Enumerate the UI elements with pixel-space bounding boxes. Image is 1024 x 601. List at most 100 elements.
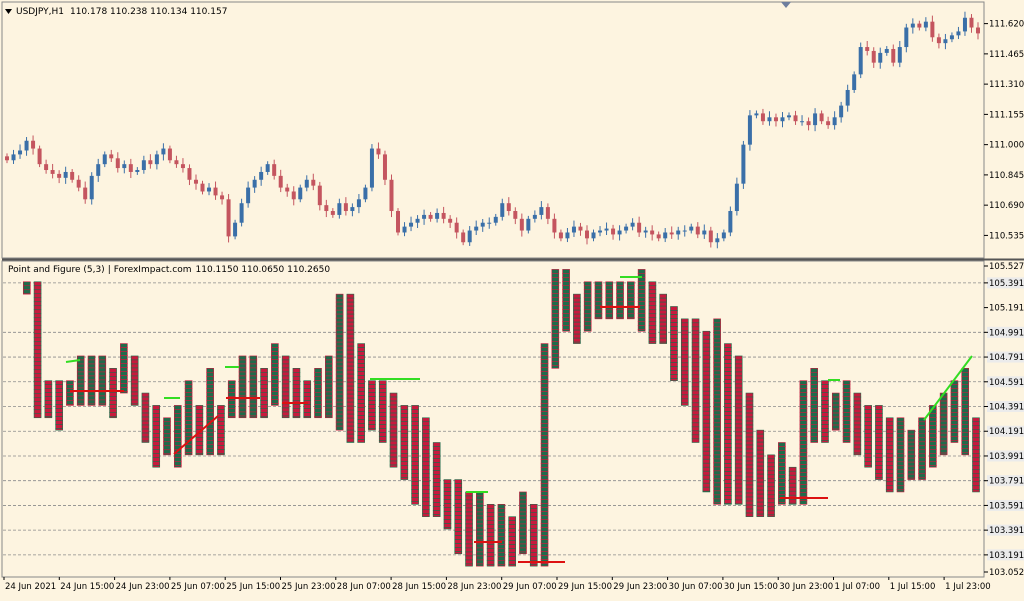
pf-x-box <box>940 441 947 445</box>
pf-o-box <box>875 441 882 445</box>
pf-column <box>487 504 494 566</box>
pf-o-box <box>724 376 731 380</box>
pf-x-box <box>325 388 332 392</box>
pf-o-box <box>886 470 893 474</box>
pf-o-box <box>681 347 688 351</box>
pf-o-box <box>973 430 980 434</box>
candle <box>611 229 615 235</box>
pf-o-box <box>261 388 268 392</box>
pf-x-box <box>552 281 559 285</box>
pf-x-box <box>832 405 839 409</box>
pf-x-box <box>552 333 559 337</box>
pf-x-box <box>595 318 602 319</box>
pf-x-box <box>800 389 807 393</box>
pf-o-box <box>153 417 160 421</box>
pf-x-box <box>336 394 343 398</box>
candle <box>683 231 687 232</box>
pf-o-box <box>670 314 677 318</box>
pf-x-box <box>843 429 850 433</box>
pf-x-box <box>940 421 947 425</box>
pf-o-box <box>379 397 386 401</box>
candle <box>663 232 667 238</box>
pf-o-box <box>821 421 828 425</box>
pf-o-box <box>261 404 268 408</box>
pf-x-box <box>77 400 84 404</box>
pf-x-box <box>66 405 73 406</box>
pf-o-box <box>724 404 731 408</box>
pf-o-box <box>390 449 397 453</box>
pf-o-box <box>261 416 268 417</box>
pf-o-box <box>875 433 882 437</box>
pf-x-box <box>627 310 634 314</box>
pf-column <box>821 381 828 443</box>
pf-x-box <box>239 356 246 360</box>
pf-o-box <box>757 438 764 442</box>
pf-column <box>131 356 138 405</box>
pf-x-box <box>584 310 591 314</box>
pf-o-box <box>573 326 580 330</box>
pf-x-box <box>843 393 850 397</box>
pf-o-box <box>692 367 699 371</box>
pf-x-box <box>185 389 192 393</box>
pf-x-box <box>778 474 785 478</box>
pf-o-box <box>34 386 41 390</box>
pf-x-box <box>207 388 214 392</box>
pf-o-box <box>379 381 386 385</box>
time-label: 29 Jun 07:00 <box>503 582 557 592</box>
price-label: 105.3910 <box>989 279 1024 289</box>
pf-x-box <box>88 392 95 396</box>
pf-o-box <box>973 446 980 450</box>
pf-x-box <box>811 436 818 440</box>
pf-o-box <box>670 374 677 378</box>
pf-column <box>304 381 311 418</box>
pf-o-box <box>735 436 742 440</box>
pf-o-box <box>401 441 408 445</box>
pf-x-box <box>843 409 850 413</box>
candle <box>487 223 491 224</box>
pf-x-box <box>929 441 936 445</box>
symbol-dropdown-icon[interactable] <box>5 9 12 14</box>
pf-x-box <box>271 388 278 392</box>
pf-x-box <box>627 298 634 302</box>
pf-o-box <box>401 461 408 465</box>
pf-x-box <box>929 461 936 465</box>
pf-o-box <box>433 450 440 454</box>
time-label: 30 Jun 15:00 <box>724 582 778 592</box>
pf-o-box <box>379 429 386 433</box>
pf-o-box <box>347 322 354 326</box>
candle <box>448 219 452 223</box>
pf-o-box <box>681 403 688 406</box>
pf-x-box <box>962 408 969 412</box>
pf-o-box <box>724 420 731 424</box>
pf-o-box <box>304 417 311 418</box>
chart-shift-marker-icon[interactable] <box>781 2 791 8</box>
pf-x-box <box>714 399 721 403</box>
candle <box>598 231 602 233</box>
pf-x-box <box>541 456 548 460</box>
pf-o-box <box>390 393 397 397</box>
candle <box>266 164 270 172</box>
candle <box>18 150 22 154</box>
pf-x-box <box>120 348 127 352</box>
pf-o-box <box>379 417 386 421</box>
pf-o-box <box>304 397 311 401</box>
pf-o-box <box>390 417 397 421</box>
pf-x-box <box>315 404 322 408</box>
pf-o-box <box>304 409 311 413</box>
pf-o-box <box>875 453 882 457</box>
pf-column <box>897 418 904 492</box>
candle <box>911 24 915 28</box>
pf-x-box <box>638 289 645 293</box>
candle <box>526 219 530 231</box>
time-label: 29 Jun 15:00 <box>558 582 612 592</box>
candle <box>383 154 387 179</box>
pf-o-box <box>854 453 861 455</box>
pf-x-box <box>951 437 958 441</box>
pf-o-box <box>735 408 742 412</box>
candle <box>787 115 791 117</box>
pf-x-box <box>207 408 214 412</box>
pf-o-box <box>724 500 731 504</box>
pf-x-box <box>66 381 73 385</box>
